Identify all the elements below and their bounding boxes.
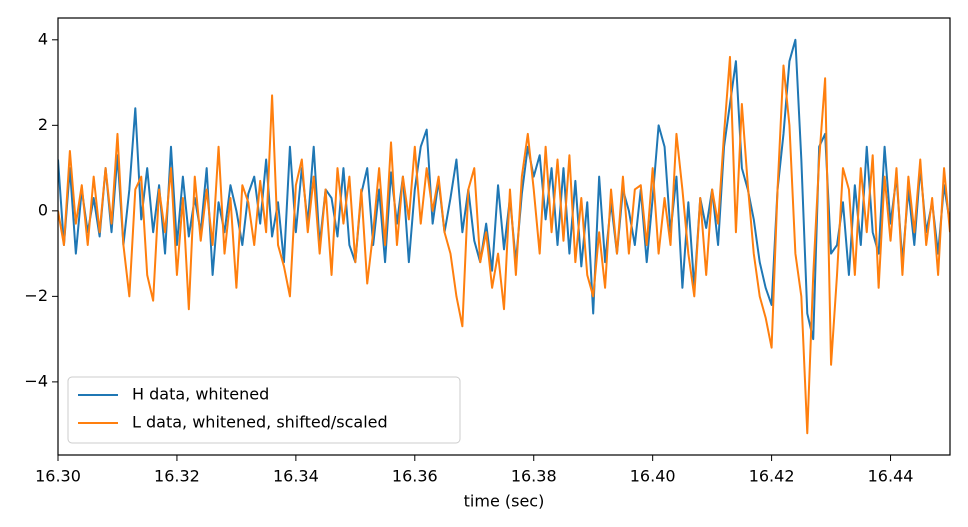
y-tick-label: 4 bbox=[38, 29, 48, 48]
y-tick-label: −4 bbox=[24, 371, 48, 390]
x-tick-label: 16.34 bbox=[273, 467, 319, 486]
x-tick-label: 16.32 bbox=[154, 467, 200, 486]
x-tick-label: 16.36 bbox=[392, 467, 438, 486]
x-tick-label: 16.38 bbox=[511, 467, 557, 486]
data-line bbox=[58, 38, 950, 341]
x-tick-label: 16.42 bbox=[749, 467, 795, 486]
x-axis-label: time (sec) bbox=[464, 492, 545, 511]
x-tick-label: 16.44 bbox=[868, 467, 914, 486]
plot-frame bbox=[57, 17, 951, 456]
legend-box bbox=[67, 376, 461, 444]
y-tick-label: −2 bbox=[24, 286, 48, 305]
x-tick-label: 16.40 bbox=[630, 467, 676, 486]
x-tick-label: 16.30 bbox=[35, 467, 81, 486]
legend-label: H data, whitened bbox=[132, 385, 269, 404]
data-line bbox=[58, 55, 950, 435]
y-tick-label: 0 bbox=[38, 200, 48, 219]
y-tick-label: 2 bbox=[38, 115, 48, 134]
legend-label: L data, whitened, shifted/scaled bbox=[132, 413, 388, 432]
